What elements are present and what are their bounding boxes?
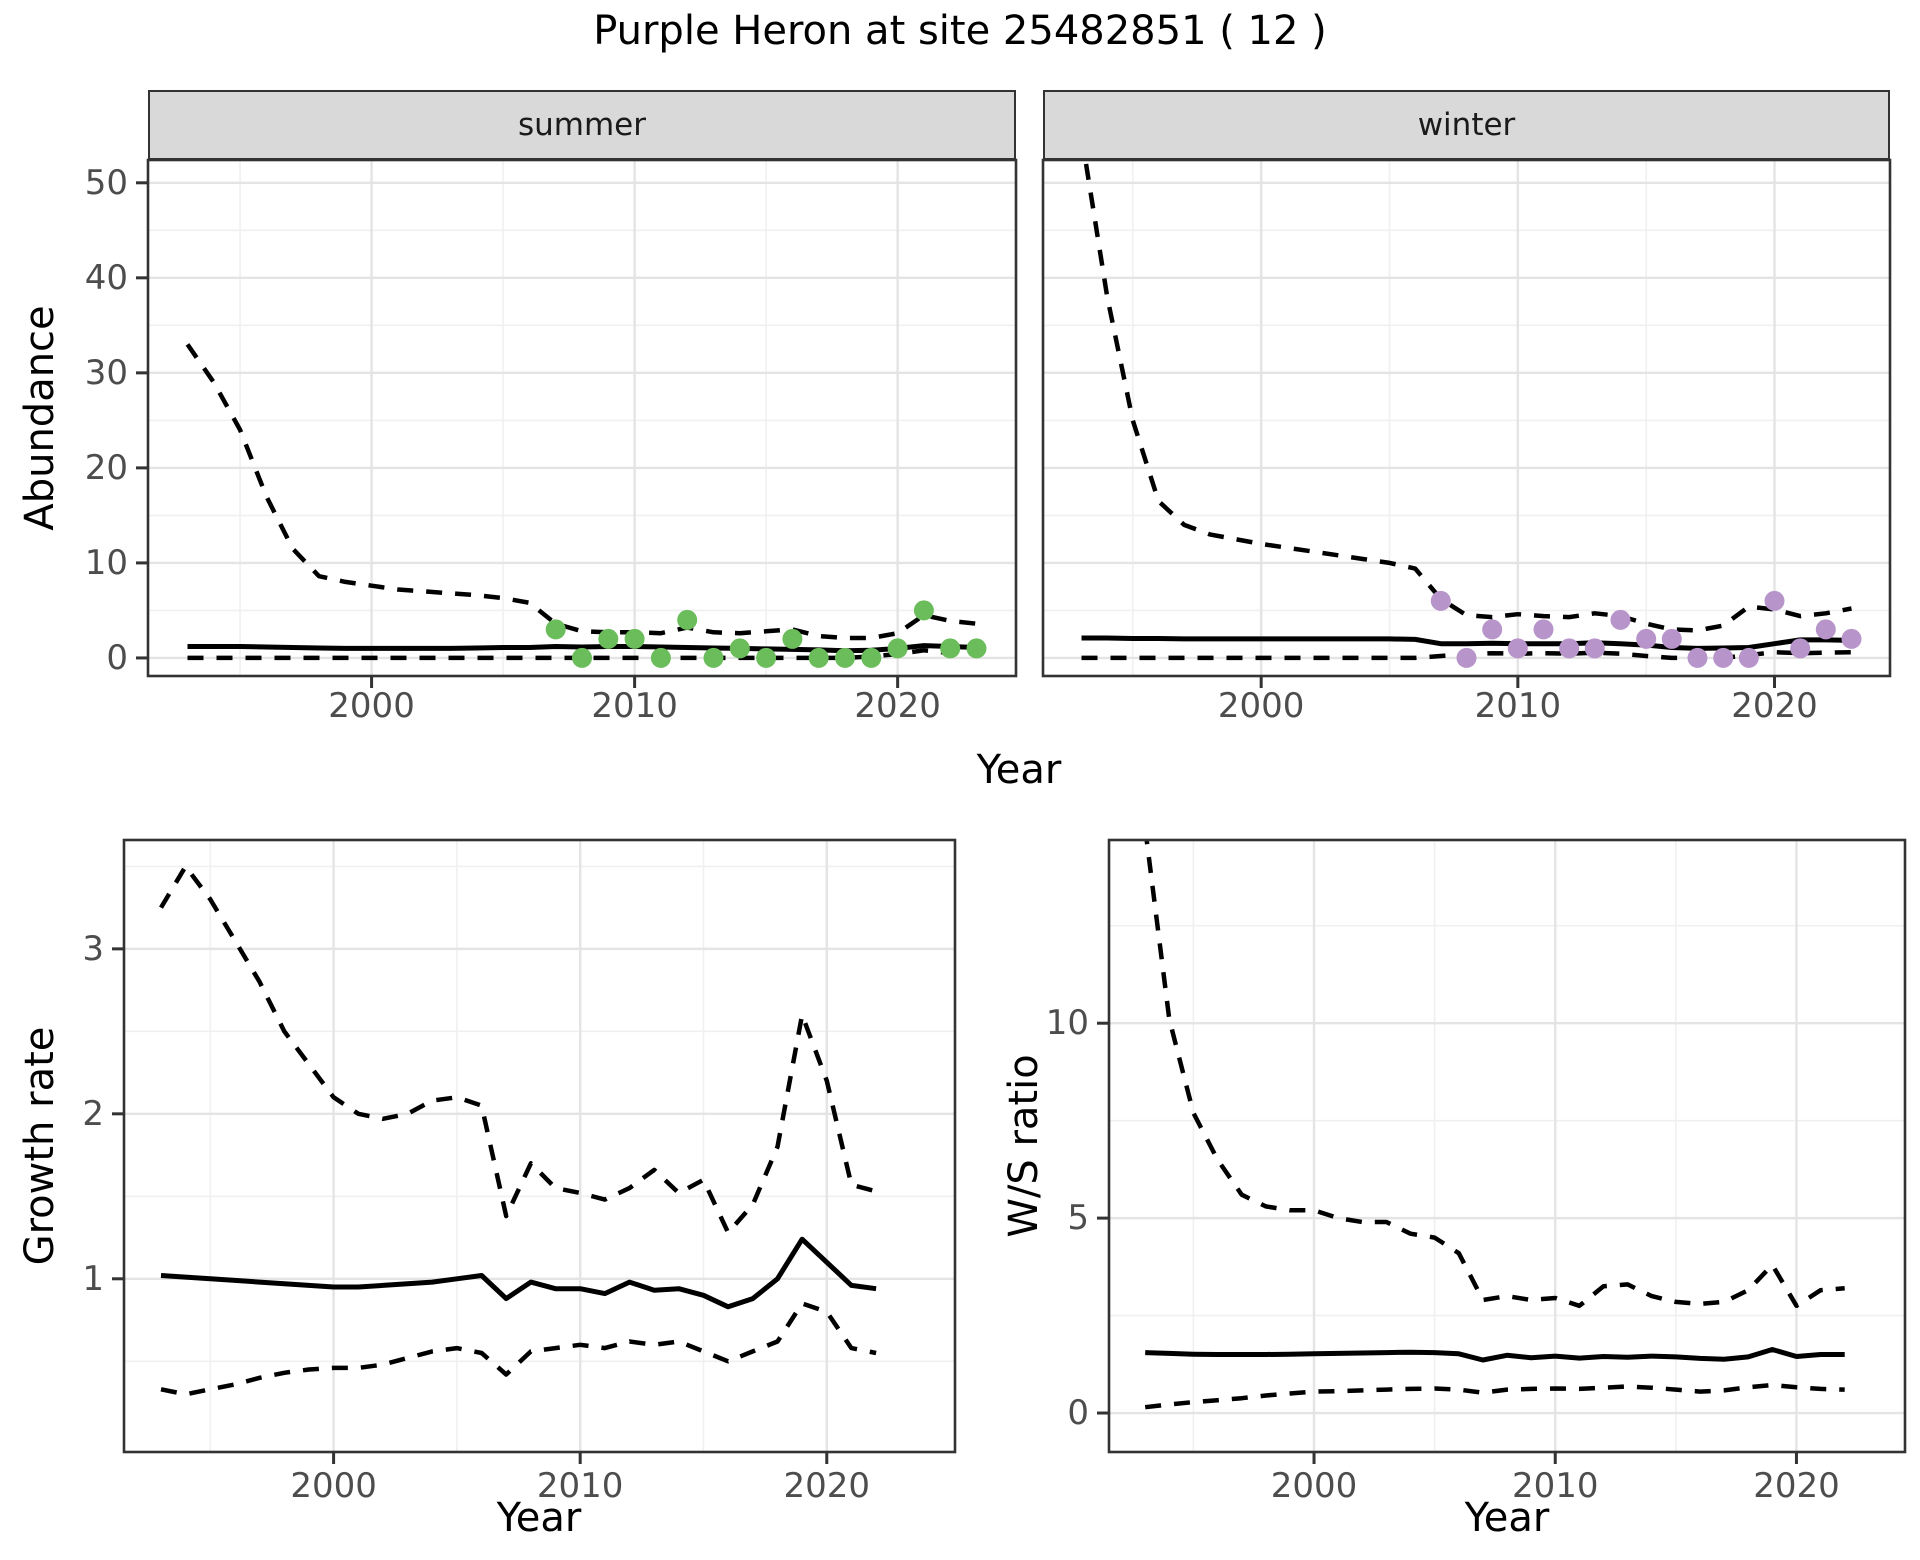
x-tick-label: 2020 — [1753, 1466, 1840, 1506]
abundance-winter-point — [1790, 638, 1811, 659]
y-tick-label: 0 — [106, 638, 128, 678]
top-year-axis-title: Year — [976, 747, 1062, 793]
figure-title: Purple Heron at site 25482851 ( 12 ) — [593, 8, 1327, 54]
x-tick-label: 2010 — [1475, 686, 1562, 726]
abundance-winter-panel: 2000 2010 2020 — [1041, 158, 1892, 726]
y-tick-label: 0 — [1067, 1393, 1089, 1433]
abundance-summer-point — [782, 628, 803, 649]
abundance-winter-point — [1584, 638, 1605, 659]
abundance-summer-point — [861, 647, 882, 668]
ws-ratio-axis-title: W/S ratio — [1001, 1054, 1047, 1238]
abundance-summer-point — [729, 638, 750, 659]
abundance-winter-point — [1713, 647, 1734, 668]
ws-ratio-panel-bg — [1109, 840, 1905, 1452]
abundance-summer-point — [756, 647, 777, 668]
abundance-winter-point — [1636, 628, 1657, 649]
x-tick-label: 2020 — [1731, 686, 1818, 726]
x-tick-label: 2010 — [537, 1466, 624, 1506]
growth-rate-axis-title: Growth rate — [17, 1026, 63, 1266]
abundance-winter-data-layer — [1081, 160, 1862, 668]
x-tick-label: 2000 — [328, 686, 415, 726]
growth-rate-upper-ci-line — [159, 864, 877, 1235]
abundance-winter-point — [1533, 619, 1554, 640]
abundance-summer-point — [624, 628, 645, 649]
facet-strip-winter: winter — [1043, 90, 1890, 160]
y-tick-label: 10 — [85, 543, 128, 583]
y-tick-label: 50 — [85, 163, 128, 203]
growth-rate-panel-border — [122, 838, 957, 1454]
x-tick-label: 2000 — [290, 1466, 377, 1506]
abundance-summer-point — [598, 628, 619, 649]
abundance-winter-point — [1738, 647, 1759, 668]
abundance-summer-point — [650, 647, 671, 668]
y-tick-label: 20 — [85, 448, 128, 488]
abundance-winter-point — [1764, 590, 1785, 611]
growth-rate-panel-bg — [124, 840, 955, 1452]
x-tick-label: 2000 — [1218, 686, 1305, 726]
ws-ratio-panel: 2000 2010 2020 0 5 10 — [1046, 838, 1907, 1506]
abundance-summer-point — [940, 638, 961, 659]
abundance-winter-point — [1482, 619, 1503, 640]
abundance-summer-point — [703, 647, 724, 668]
abundance-summer-point — [808, 647, 829, 668]
growth-rate-lower-ci-line — [160, 1301, 877, 1397]
abundance-winter-point — [1815, 619, 1836, 640]
ws-ratio-upper-ci-line — [1144, 840, 1845, 1309]
abundance-winter-point — [1559, 638, 1580, 659]
abundance-winter-point — [1661, 628, 1682, 649]
y-tick-label: 5 — [1067, 1198, 1089, 1238]
abundance-winter-point — [1841, 628, 1862, 649]
y-tick-label: 10 — [1046, 1003, 1089, 1043]
x-tick-label: 2020 — [784, 1466, 871, 1506]
abundance-winter-point — [1687, 647, 1708, 668]
abundance-summer-point — [677, 609, 698, 630]
ws-ratio-median-line — [1145, 1347, 1845, 1363]
abundance-summer-data-layer — [185, 343, 987, 668]
facet-strip-winter-label: winter — [1417, 107, 1516, 143]
abundance-winter-upper-ci-line — [1083, 160, 1852, 633]
growth-rate-panel: 2000 2010 2020 1 2 3 — [82, 838, 957, 1506]
abundance-winter-point — [1507, 638, 1528, 659]
ws-year-axis-title: Year — [1464, 1495, 1550, 1541]
ws-ratio-lower-ci-line — [1144, 1382, 1845, 1410]
x-tick-label: 2010 — [591, 686, 678, 726]
y-tick-label: 3 — [82, 929, 104, 969]
facet-strip-summer: summer — [148, 90, 1016, 160]
abundance-winter-panel-bg — [1043, 160, 1890, 676]
ws-ratio-data-layer — [1144, 840, 1845, 1410]
abundance-summer-point — [887, 638, 908, 659]
y-tick-label: 2 — [82, 1094, 104, 1134]
abundance-winter-point — [1456, 647, 1477, 668]
ws-ratio-panel-border — [1107, 838, 1907, 1454]
abundance-summer-panel-border — [146, 158, 1018, 678]
x-tick-label: 2010 — [1512, 1466, 1599, 1506]
growth-year-axis-title: Year — [496, 1495, 582, 1541]
abundance-summer-lower-ci-line — [187, 648, 977, 661]
growth-rate-median-line — [160, 1236, 877, 1310]
x-tick-label: 2000 — [1271, 1466, 1358, 1506]
abundance-winter-point — [1610, 609, 1631, 630]
y-tick-label: 1 — [82, 1259, 104, 1299]
abundance-summer-point — [966, 638, 987, 659]
abundance-summer-point — [835, 647, 855, 668]
x-tick-label: 2020 — [854, 686, 941, 726]
abundance-summer-point — [572, 647, 592, 668]
growth-rate-data-layer — [159, 864, 877, 1397]
facet-strip-summer-label: summer — [517, 107, 646, 143]
abundance-winter-panel-border — [1041, 158, 1892, 678]
abundance-summer-upper-ci-line — [185, 343, 977, 641]
abundance-summer-point — [913, 600, 934, 621]
abundance-axis-title: Abundance — [17, 305, 63, 531]
abundance-summer-panel: 2000 2010 2020 0 10 20 30 40 50 — [85, 158, 1018, 726]
y-tick-label: 30 — [85, 353, 128, 393]
abundance-summer-panel-bg — [148, 160, 1016, 676]
y-tick-label: 40 — [85, 258, 128, 298]
abundance-winter-point — [1430, 590, 1451, 611]
abundance-summer-point — [545, 619, 566, 640]
